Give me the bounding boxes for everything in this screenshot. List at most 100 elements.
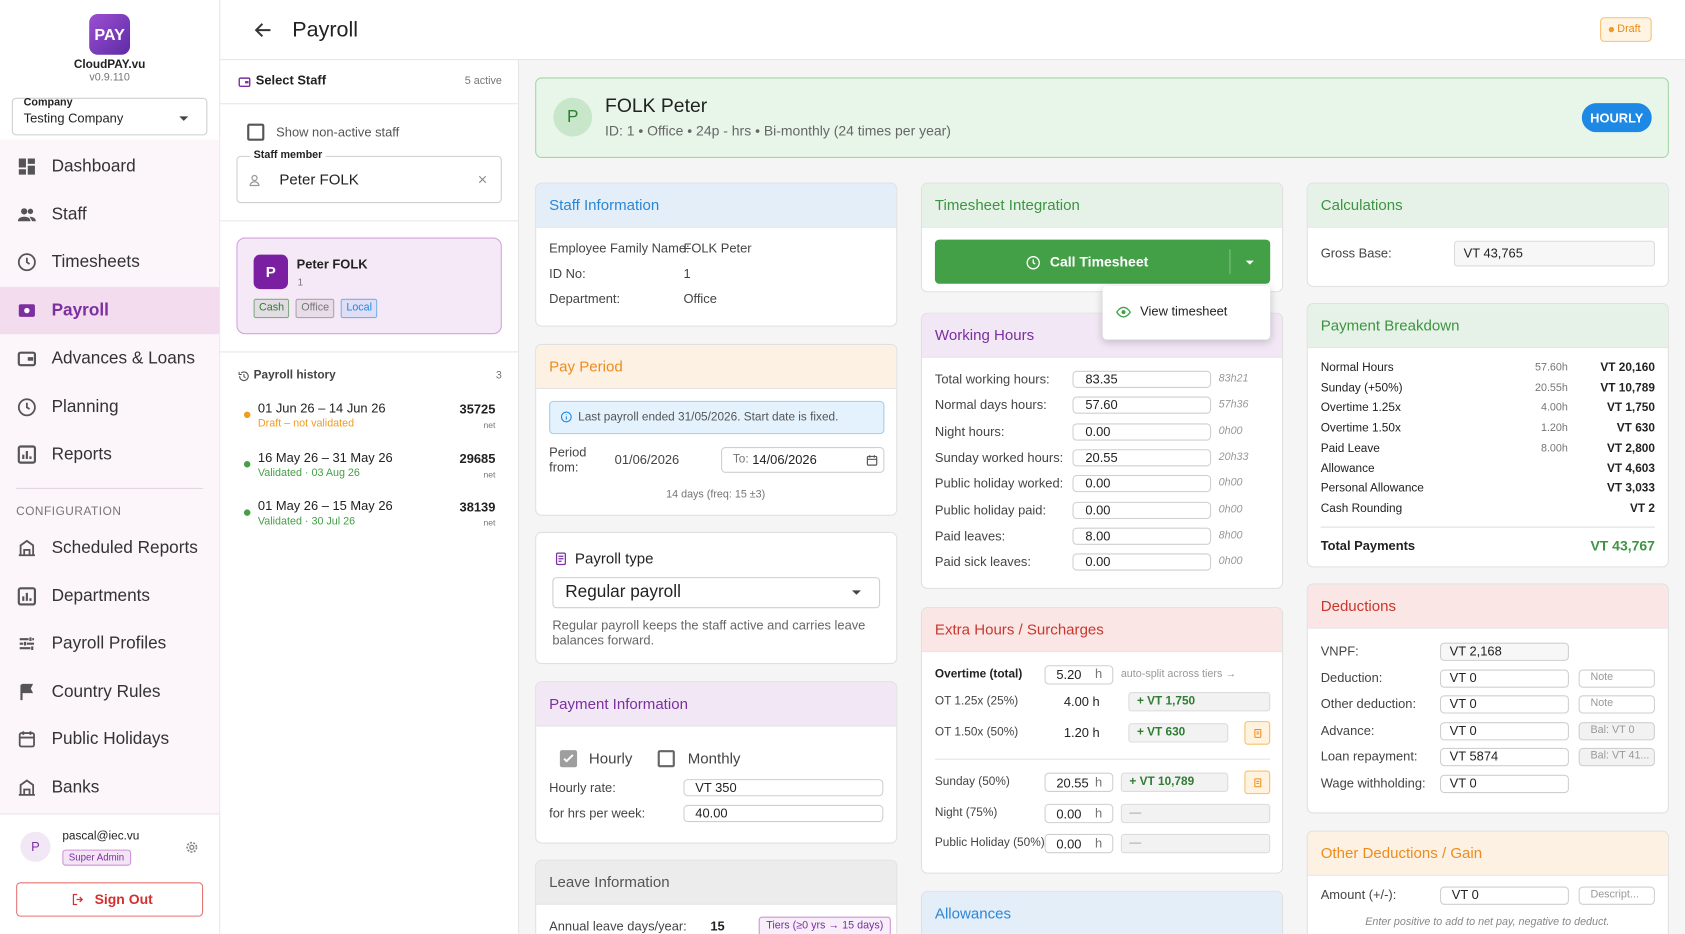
surcharge-action[interactable] [1244,770,1271,795]
call-timesheet[interactable] [934,239,1271,284]
page-title: Payroll [292,18,358,42]
check [563,754,574,763]
nav-label[interactable]: Dashboard [51,157,136,176]
surcharge-unit: h [1095,805,1103,821]
surcharge-input[interactable] [1044,772,1114,792]
nav-label[interactable]: Staff [51,205,87,224]
history-dot [243,509,251,516]
pay-period-head [536,344,897,390]
config-label[interactable]: Public Holidays [51,730,170,749]
info-value: Office [683,291,717,307]
hours-input[interactable] [1072,501,1212,519]
payroll-type-desc: Regular payroll keeps the staff active a… [552,617,866,648]
nav-label[interactable]: Timesheets [51,253,140,272]
hours-hint: 20h33 [1218,451,1249,464]
config-label[interactable]: Departments [51,586,151,606]
deduction-extra[interactable] [1578,748,1655,767]
history-amount: 38139 [459,499,496,515]
nav-label[interactable]: Reports [51,445,112,464]
breakdown-label: Paid Leave [1320,441,1380,455]
hours-input[interactable] [1072,475,1212,493]
surcharge-input[interactable] [1044,833,1114,854]
deduction-extra[interactable] [1578,721,1655,741]
tier-amount: + VT 630 [1136,725,1186,739]
sign-out-text[interactable]: Sign Out [94,891,153,908]
panel-divider [220,351,520,353]
config-label[interactable]: Payroll Profiles [51,634,167,653]
surcharge-label: Night (75%) [934,806,998,820]
nav-label[interactable]: Advances & Loans [51,349,195,368]
payment-input[interactable] [683,804,884,823]
surcharge-action-icon [1253,777,1261,787]
hours-hint: 83h21 [1218,372,1249,385]
hours-input[interactable] [1072,370,1212,388]
deductions-title: Deductions [1320,597,1396,615]
allowances-head [922,891,1283,934]
hours-hint: 0h00 [1218,477,1243,490]
clock-icon [1025,255,1040,269]
panel-title: Select Staff [255,72,326,88]
nav-label[interactable]: Payroll [51,301,109,320]
config-icon [18,539,35,557]
deduction-input[interactable] [1439,774,1569,794]
config-label[interactable]: Country Rules [51,682,161,701]
period-notice [549,400,885,435]
history-unit: net [483,469,496,479]
payroll-type-select[interactable] [552,577,881,609]
call-timesheet-text[interactable]: Call Timesheet [1049,253,1149,270]
to-field[interactable] [721,447,885,473]
other-amount-input[interactable] [1439,886,1569,905]
payment-input[interactable] [683,779,884,797]
history-dot [243,460,251,467]
company: Testing Company [23,110,124,126]
deduction-extra[interactable] [1578,669,1655,688]
nonactive-checkbox[interactable] [247,123,265,141]
extra-divider [934,758,1271,760]
field-value: Peter FOLK [279,170,359,188]
overtime-input[interactable] [1044,665,1114,685]
hours-value: 0.00 [1085,423,1111,439]
company-arrow [179,116,189,121]
deduction-extra[interactable] [1578,695,1655,714]
info-label: Department: [549,291,621,307]
to-value: 14/06/2026 [752,452,817,468]
hours-input[interactable] [1072,553,1212,571]
deduction-input[interactable] [1439,721,1569,741]
deduction-value: VT 0 [1449,722,1477,738]
staff-field[interactable] [236,155,502,204]
deduction-input[interactable] [1439,695,1569,714]
menu-item[interactable]: View timesheet [1140,303,1228,319]
deduction-input[interactable] [1439,669,1569,688]
surcharge-input[interactable] [1044,803,1114,824]
tier-amount: + VT 1,750 [1136,694,1196,708]
overtime-label: Overtime (total) [934,667,1023,681]
hours-input[interactable] [1072,449,1212,467]
breakdown-amount: VT 4,603 [1606,461,1655,475]
monthly-checkbox[interactable] [657,750,675,768]
config-label[interactable]: Scheduled Reports [51,538,198,558]
breakdown-amount: VT 3,033 [1606,482,1655,495]
hours-input[interactable] [1072,422,1212,441]
company-select[interactable] [11,97,208,136]
hours-input[interactable] [1072,396,1212,415]
calculations-head [1307,183,1668,228]
hours-value: 83.35 [1085,371,1118,387]
deduction-input[interactable] [1439,748,1569,767]
other-desc-input[interactable] [1578,886,1655,905]
deduction-input[interactable] [1439,642,1569,661]
sign-out[interactable] [16,882,204,917]
surcharge-amount: + VT 10,789 [1129,775,1195,789]
nav-label[interactable]: Planning [51,397,119,416]
header-bar [220,0,1685,61]
other-note: Enter positive to add to net pay, negati… [1365,916,1610,929]
config-label[interactable]: Banks [51,778,100,797]
other-amount-label: Amount (+/-): [1320,887,1397,903]
surcharge-amount: — [1129,806,1142,820]
config-icon [19,637,35,651]
total-value: VT 43,767 [1590,537,1655,554]
timesheet-menu-arrow [1245,260,1254,265]
hours-hint: 57h36 [1218,399,1249,411]
surcharge-value: 20.55 [1056,775,1089,791]
hours-input[interactable] [1072,527,1212,545]
payroll-type-arrow [851,590,861,595]
